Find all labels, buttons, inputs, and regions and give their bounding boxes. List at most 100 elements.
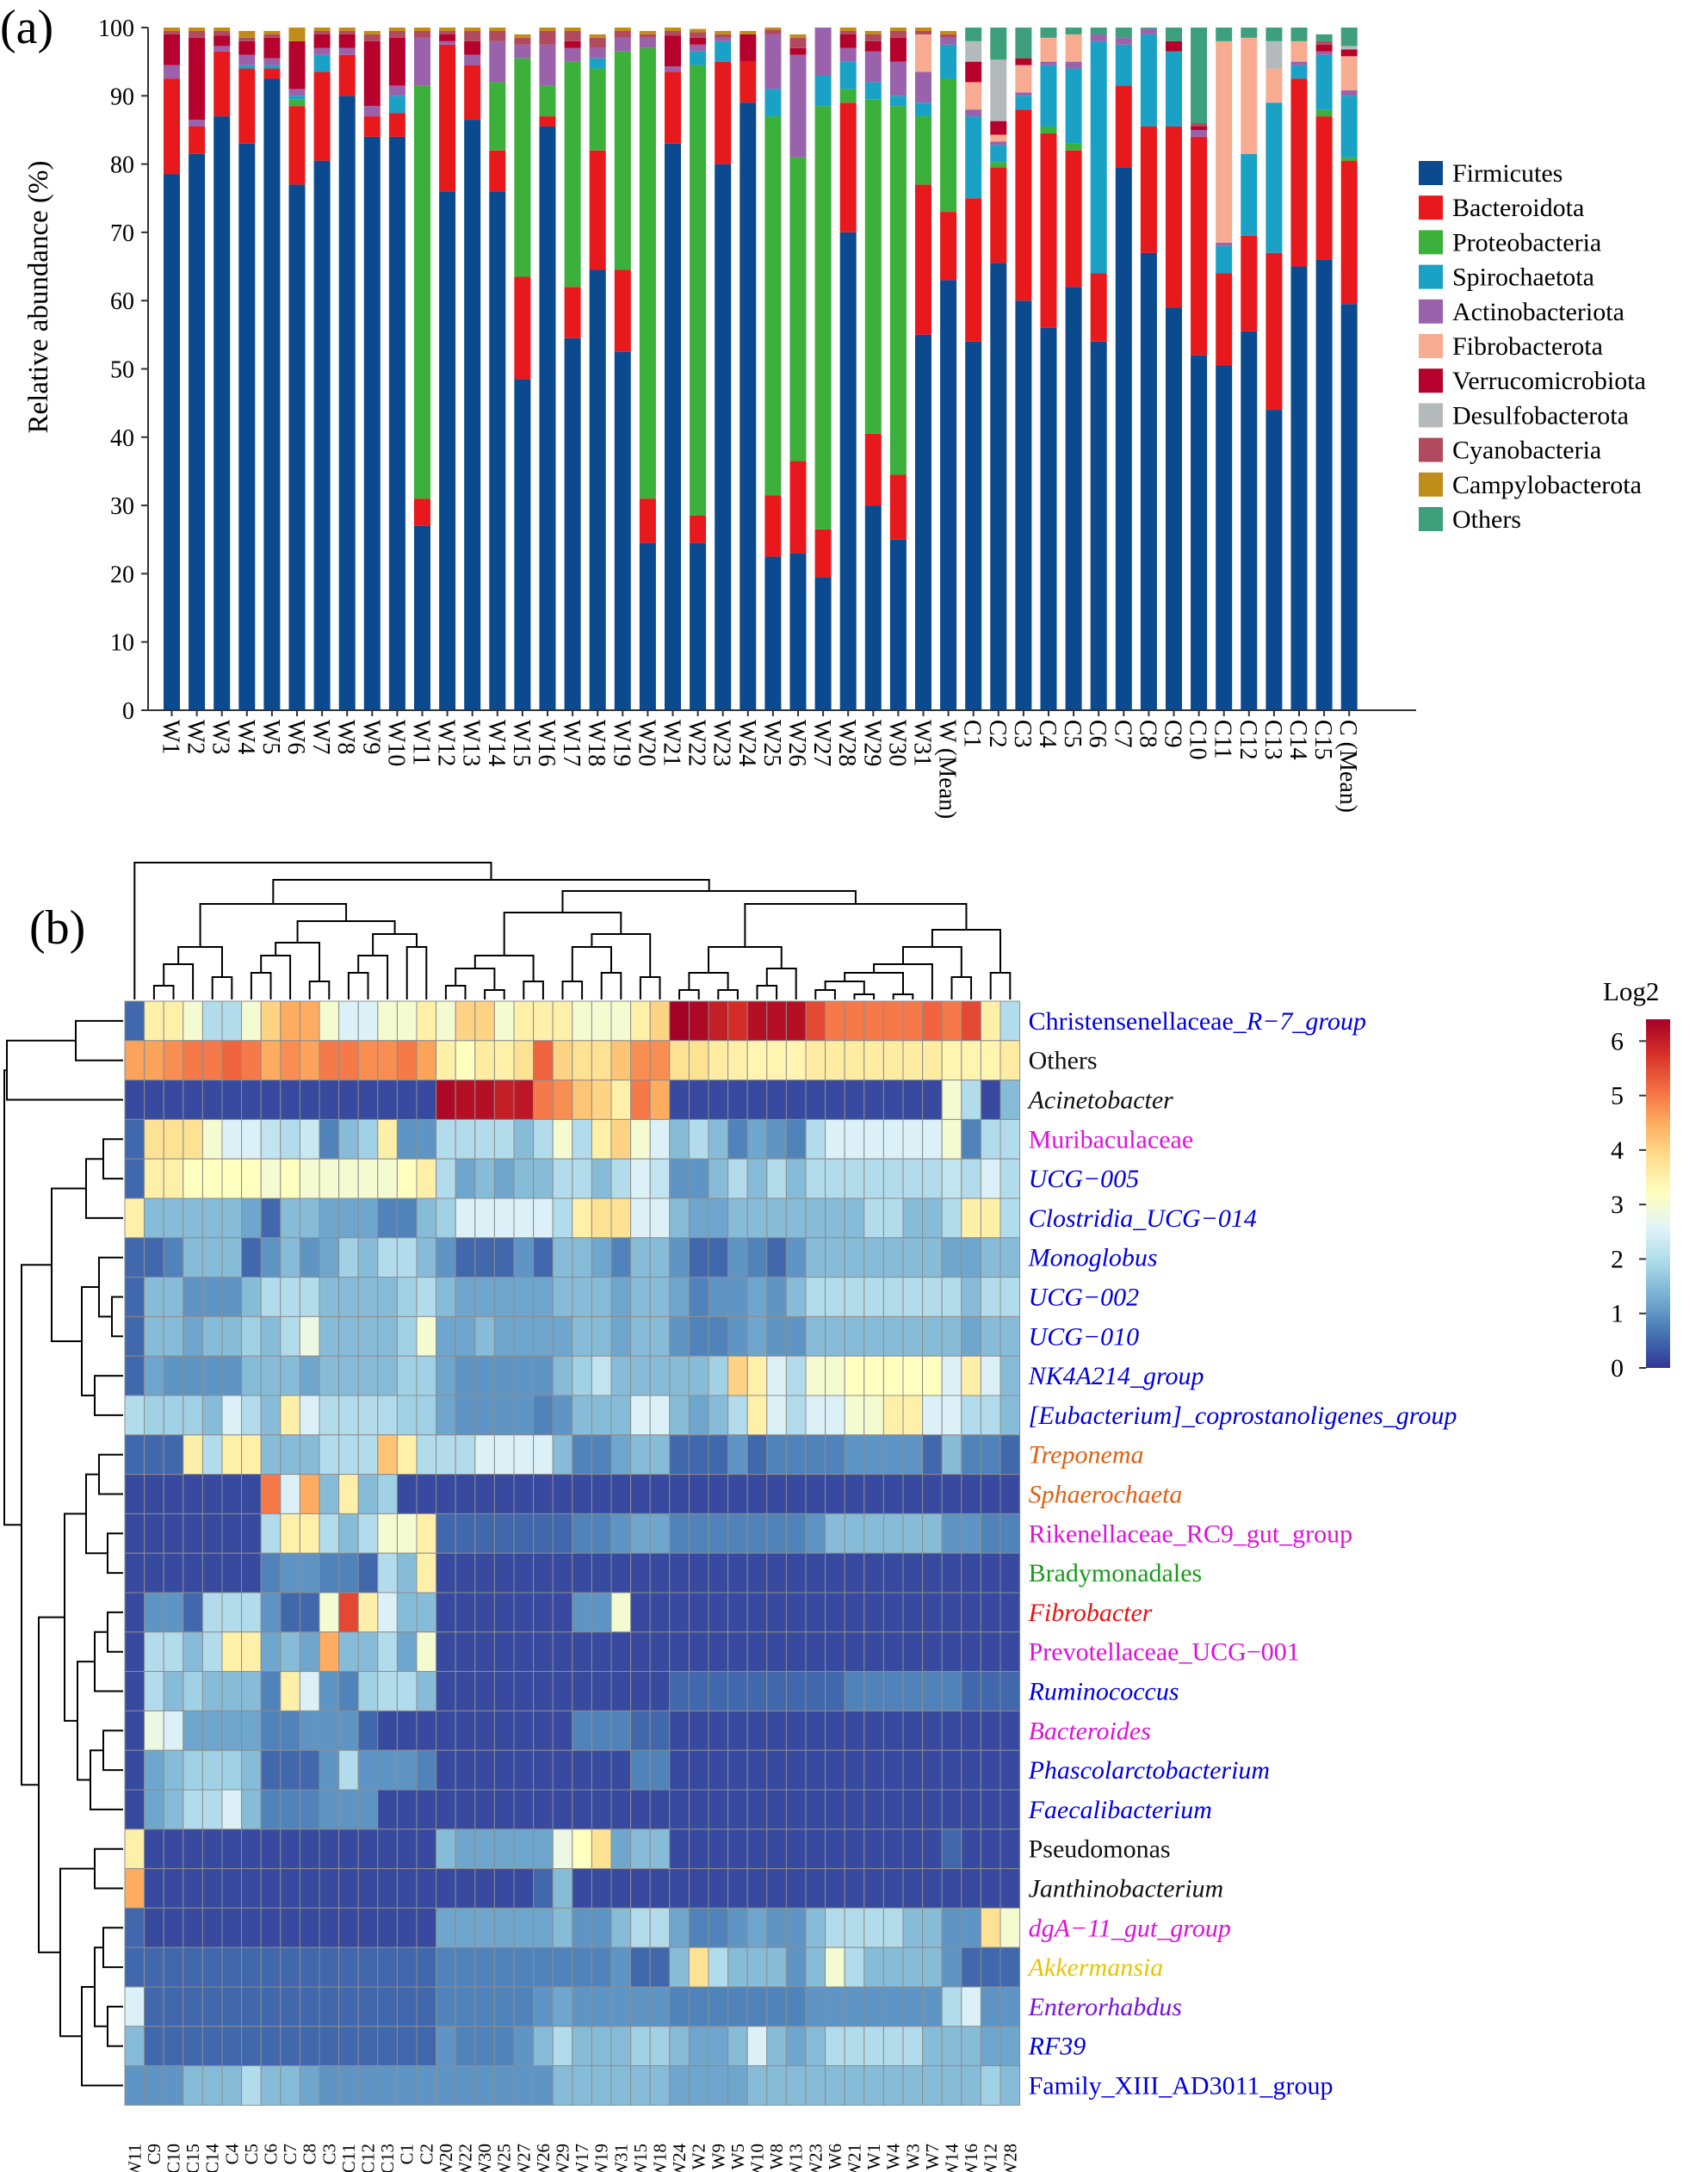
heatmap-cell [844,1474,865,1514]
heatmap-cell [280,1355,300,1396]
bar-segment [665,71,681,144]
heatmap-cell [163,1946,184,1988]
heatmap-cell [727,1474,748,1514]
heatmap-cell [708,1040,729,1081]
bar-segment [889,539,907,710]
heatmap-cell [844,2065,865,2106]
legend-label: Actinobacteriota [1452,298,1624,326]
heatmap-cell [785,1671,807,1711]
heatmap-cell [746,1829,768,1870]
legend: FirmicutesBacteroidotaProteobacteriaSpir… [1419,159,1646,534]
bar-segment [338,28,356,31]
heatmap-cell [882,1513,904,1554]
heatmap-row [124,1040,1021,1081]
column-label: W25 [494,2144,515,2172]
heatmap-cell [533,1710,554,1751]
heatmap-cell [221,1277,243,1317]
heatmap-cell [688,1946,709,1988]
bar-segment [238,40,256,55]
heatmap-cell [513,1710,535,1751]
bar-segment [1266,252,1283,411]
heatmap-cell [455,1552,476,1593]
heatmap-cell [941,1513,962,1554]
heatmap-cell [201,2026,223,2067]
heatmap-cell [533,1789,554,1830]
heatmap-cell [941,1710,962,1751]
heatmap-cell [863,1749,884,1791]
heatmap-cell [144,1197,164,1239]
heatmap-cell [183,1631,203,1673]
heatmap-cell [572,1749,592,1791]
bar-stack-c5 [1065,28,1082,710]
bar-segment [363,136,381,710]
heatmap-cell [474,1631,495,1673]
heatmap-cell [825,1474,845,1514]
bar-segment [1216,40,1233,243]
bar-segment [839,102,857,232]
bar-segment [288,106,306,185]
heatmap-cell [221,1671,243,1711]
heatmap-cell [299,1631,320,1673]
heatmap-cell [785,2026,807,2067]
heatmap-cell [163,1355,184,1396]
heatmap-cell [474,1474,495,1514]
heatmap-cell [961,1946,981,1988]
heatmap-cell [299,1080,320,1120]
heatmap-cell [746,1592,768,1633]
bar-segment [639,34,656,38]
heatmap-cell [319,1197,340,1239]
heatmap-cell [241,1395,262,1436]
heatmap-cell [591,1237,612,1278]
heatmap-cell [455,1671,476,1711]
bar-segment [1015,96,1032,110]
heatmap-cell [980,1552,1001,1593]
heatmap-cell [474,1118,495,1160]
heatmap-cell [766,1829,787,1870]
heatmap-cell [669,1434,690,1476]
heatmap-cell [980,1749,1001,1791]
heatmap-cell [746,1434,768,1476]
heatmap-cell [941,1197,962,1239]
x-tick-label: W25 [758,720,785,766]
heatmap-cell [416,1315,437,1357]
bar-segment [940,280,957,710]
heatmap-row [124,1118,1021,1160]
bar-stack-w4 [238,30,256,710]
heatmap-cell [591,1158,612,1199]
heatmap-cell [533,1986,554,2027]
heatmap-cell [533,2065,554,2106]
heatmap-cell [572,1552,592,1593]
heatmap-cell [649,1080,671,1120]
heatmap-cell [922,1513,943,1554]
column-label: C9 [144,2144,164,2165]
heatmap-cell [708,1000,729,1042]
bar-segment [864,433,882,506]
bar-segment [464,28,481,31]
dendrogram-branch [199,903,348,947]
heatmap-cell [844,1552,865,1593]
bar-segment [665,143,681,710]
heatmap-cell [882,1355,904,1396]
bar-stack-w30 [889,28,907,710]
heatmap-cell [319,1474,340,1514]
heatmap-cell [902,1592,924,1633]
heatmap-cell [377,1355,398,1396]
heatmap-cell [941,1395,962,1436]
heatmap-cell [474,1395,495,1436]
heatmap-cell [338,1277,359,1317]
bar-segment [539,126,556,711]
heatmap-cell [610,1474,632,1514]
heatmap-cell [746,1474,768,1514]
legend-label: Firmicutes [1452,159,1563,188]
heatmap-cell [416,1474,437,1514]
heatmap-cell [319,1749,340,1791]
bar-segment [313,47,331,55]
heatmap-cell [357,1277,379,1317]
heatmap-cell [649,1671,671,1711]
heatmap-cell [630,1434,651,1476]
heatmap-cell [863,2026,884,2067]
heatmap-cell [144,1237,164,1278]
heatmap-cell [610,1631,632,1673]
heatmap-cell [338,1789,359,1830]
heatmap-cell [533,1158,554,1199]
